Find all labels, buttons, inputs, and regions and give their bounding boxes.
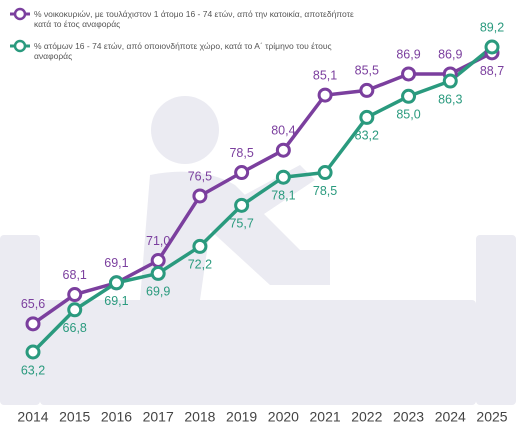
x-tick-label: 2020 xyxy=(268,409,299,425)
point xyxy=(110,277,122,289)
legend-label: % νοικοκυριών, με τουλάχιστον 1 άτομο 16… xyxy=(34,9,354,29)
data-label: 85,1 xyxy=(313,68,337,82)
data-label: 86,9 xyxy=(438,47,462,61)
point xyxy=(319,89,331,101)
x-tick-label: 2023 xyxy=(393,409,424,425)
point xyxy=(152,255,164,267)
data-label: 68,1 xyxy=(63,268,87,282)
data-label: 89,2 xyxy=(480,20,504,34)
data-label: 78,5 xyxy=(313,184,337,198)
legend-marker xyxy=(15,9,25,19)
point xyxy=(486,41,498,53)
data-label: 75,7 xyxy=(229,217,253,231)
data-label: 88,7 xyxy=(480,64,504,78)
data-label: 63,2 xyxy=(21,363,45,377)
point xyxy=(152,267,164,279)
point xyxy=(194,240,206,252)
data-label: 69,1 xyxy=(104,294,128,308)
x-tick-label: 2015 xyxy=(59,409,90,425)
data-label: 86,9 xyxy=(396,47,420,61)
point xyxy=(361,111,373,123)
point xyxy=(194,190,206,202)
x-tick-label: 2019 xyxy=(226,409,257,425)
x-tick-label: 2025 xyxy=(476,409,507,425)
data-label: 76,5 xyxy=(188,169,212,183)
point xyxy=(319,167,331,179)
data-label: 85,5 xyxy=(355,64,379,78)
point xyxy=(444,75,456,87)
data-label: 66,8 xyxy=(63,321,87,335)
data-label: 80,4 xyxy=(271,124,295,138)
x-tick-label: 2021 xyxy=(310,409,341,425)
data-label: 71,0 xyxy=(146,234,170,248)
point xyxy=(27,318,39,330)
x-tick-label: 2017 xyxy=(143,409,174,425)
data-label: 78,5 xyxy=(229,146,253,160)
data-label: 83,2 xyxy=(355,129,379,143)
data-label: 85,0 xyxy=(396,108,420,122)
legend-label: % ατόμων 16 - 74 ετών, από οποιονδήποτε … xyxy=(34,41,354,61)
x-tick-label: 2016 xyxy=(101,409,132,425)
point xyxy=(277,144,289,156)
data-label: 69,9 xyxy=(146,285,170,299)
x-tick-label: 2018 xyxy=(184,409,215,425)
point xyxy=(403,90,415,102)
x-tick-label: 2024 xyxy=(435,409,466,425)
x-tick-label: 2022 xyxy=(351,409,382,425)
point xyxy=(361,84,373,96)
data-label: 78,1 xyxy=(271,189,295,203)
point xyxy=(69,289,81,301)
data-label: 86,3 xyxy=(438,92,462,106)
page: 2014 2015 2016 2017 2018 2019 2020 2021 2022 2023… xyxy=(0,0,516,428)
point xyxy=(236,167,248,179)
x-tick-label: 2014 xyxy=(17,409,48,425)
chart: 2014 2015 2016 2017 2018 2019 2020 2021 2022 2023… xyxy=(0,0,516,428)
point xyxy=(236,199,248,211)
background-illustration xyxy=(0,96,516,405)
point xyxy=(403,68,415,80)
point xyxy=(69,304,81,316)
data-label: 69,1 xyxy=(104,256,128,270)
point xyxy=(277,171,289,183)
point xyxy=(27,346,39,358)
legend-marker xyxy=(15,41,25,51)
data-label: 65,6 xyxy=(21,297,45,311)
data-label: 72,2 xyxy=(188,258,212,272)
